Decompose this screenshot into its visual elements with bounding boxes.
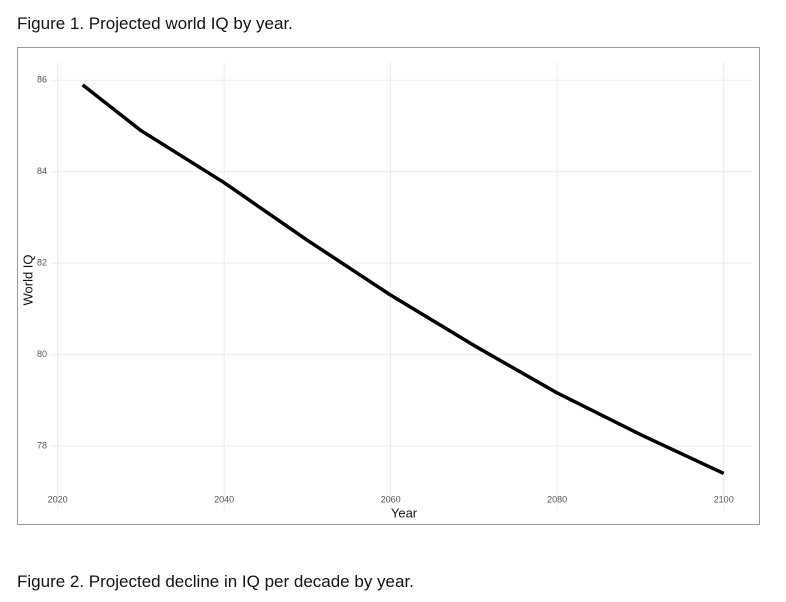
y-tick-label: 86 xyxy=(37,75,47,85)
y-tick-label: 82 xyxy=(37,258,47,268)
x-tick-label: 2080 xyxy=(547,494,567,504)
y-tick-label: 78 xyxy=(37,440,47,450)
y-tick-label: 84 xyxy=(37,166,47,176)
x-tick-label: 2060 xyxy=(381,494,401,504)
x-tick-label: 2040 xyxy=(214,494,234,504)
chart: Year World IQ 78 80 82 84 86 2020 2040 2060 2080… xyxy=(17,47,760,525)
y-axis-title: World IQ xyxy=(20,254,35,305)
x-tick-label: 2100 xyxy=(714,494,734,504)
line xyxy=(81,83,725,476)
figure-caption: Figure 1. Projected world IQ by year. xyxy=(17,14,293,33)
figure-caption: Figure 2. Projected decline in IQ per de… xyxy=(17,572,414,591)
y-tick-label: 80 xyxy=(37,349,47,359)
chart-frame xyxy=(17,47,760,525)
x-tick-label: 2020 xyxy=(48,494,68,504)
x-axis-title: Year xyxy=(391,505,418,520)
